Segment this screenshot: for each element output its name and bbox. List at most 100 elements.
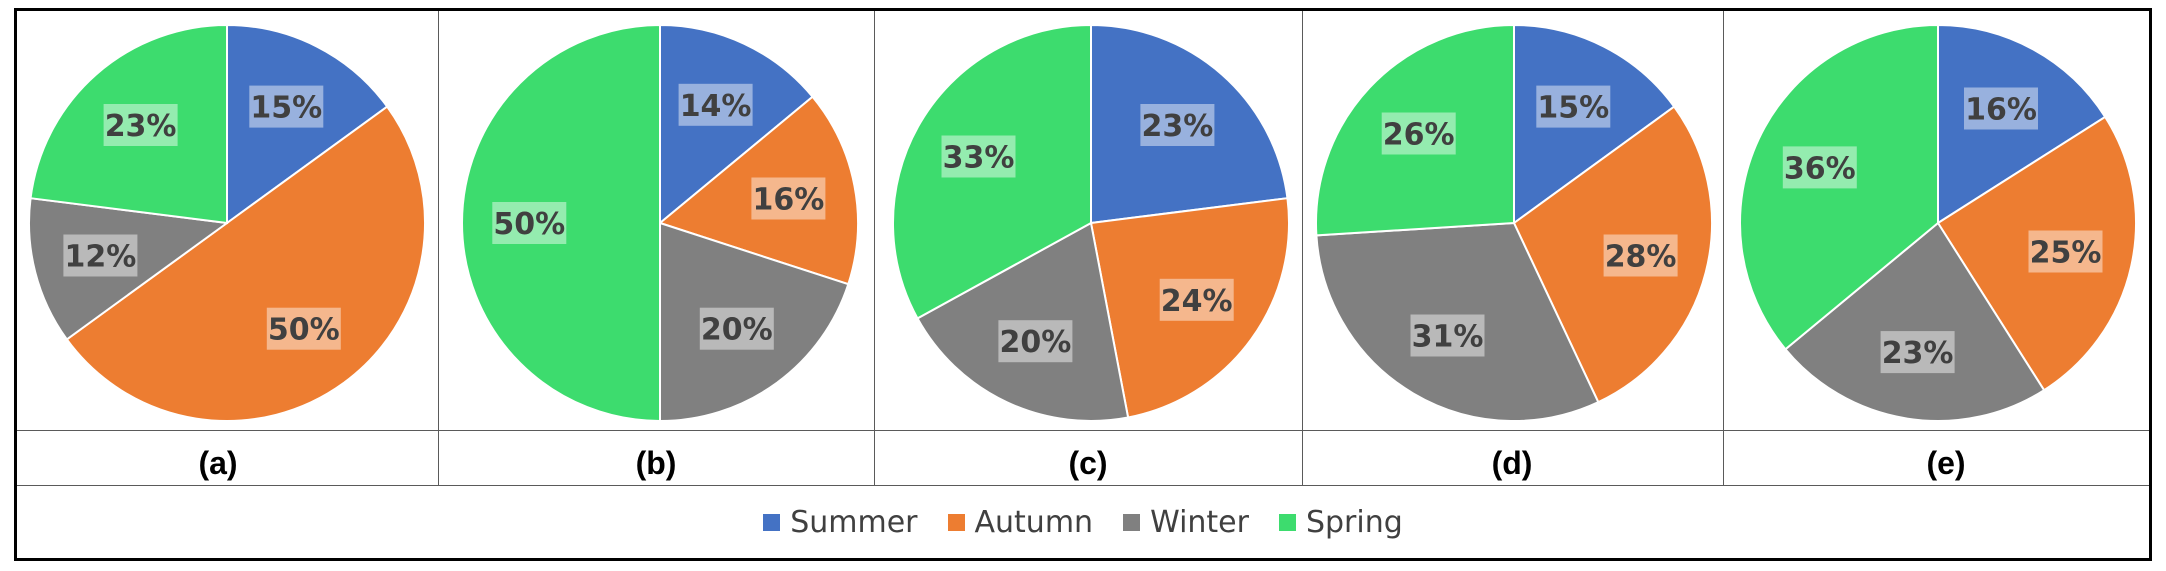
pie-b-label-summer: 14% xyxy=(678,83,753,126)
pie-c-slice-autumn xyxy=(1089,197,1290,419)
data-label-background xyxy=(1880,331,1955,374)
data-label-background xyxy=(699,307,774,350)
legend-swatch-summer xyxy=(763,513,781,531)
data-label-background xyxy=(1782,146,1857,189)
pie-b-label-winter: 20% xyxy=(699,307,774,350)
pie-e-label-autumn: 25% xyxy=(2028,230,2103,273)
data-label: 28% xyxy=(1605,240,1677,275)
data-label-background xyxy=(1381,112,1456,155)
pie-e-slice-summer xyxy=(1937,23,2107,225)
legend-label-spring: Spring xyxy=(1305,504,1403,540)
pie-d-slice-summer xyxy=(1513,23,1676,225)
legend-label-summer: Summer xyxy=(790,504,918,540)
data-label: 26% xyxy=(1383,118,1455,153)
pie-b-slice-spring xyxy=(461,23,661,423)
pie-c-slice-spring xyxy=(892,23,1092,320)
data-label-background xyxy=(63,234,138,277)
pie-a-label-autumn: 50% xyxy=(266,307,341,350)
pie-d-label-summer: 15% xyxy=(1536,85,1611,128)
panel-caption-e: (e) xyxy=(1926,445,1966,481)
pie-b-label-spring: 50% xyxy=(492,202,567,244)
legend-swatch-winter xyxy=(1123,513,1141,531)
pie-a-slice-summer xyxy=(226,23,389,225)
data-label: 25% xyxy=(2030,236,2102,271)
data-label-background xyxy=(1603,234,1678,277)
caption-row-bottom-divider xyxy=(17,485,2149,486)
legend-label-autumn: Autumn xyxy=(974,504,1094,540)
data-label-background xyxy=(249,85,324,128)
data-label-background xyxy=(266,307,341,350)
data-label: 31% xyxy=(1412,320,1484,355)
data-label-background xyxy=(998,320,1073,363)
data-label: 14% xyxy=(680,89,752,124)
pie-b-slice-summer xyxy=(659,23,814,226)
pie-c-slice-summer xyxy=(1090,23,1289,225)
pie-d-slice-spring xyxy=(1315,23,1515,237)
pie-b-slice-winter xyxy=(659,221,850,423)
panel-divider xyxy=(874,11,875,486)
legend-item-autumn: Autumn xyxy=(947,504,1094,540)
panel-caption-b: (b) xyxy=(635,445,677,481)
data-label: 36% xyxy=(1784,151,1856,186)
pie-b-label-autumn: 16% xyxy=(751,177,826,220)
data-label-background xyxy=(751,177,826,220)
legend: Summer Autumn Winter Spring xyxy=(0,497,2166,547)
data-label: 20% xyxy=(701,313,773,348)
data-label-background xyxy=(492,202,567,244)
data-label: 23% xyxy=(1141,109,1213,144)
data-label-background xyxy=(1159,278,1234,321)
pie-e-slice-winter xyxy=(1784,221,2046,422)
caption-row-top-divider xyxy=(17,430,2149,431)
data-label: 16% xyxy=(1965,93,2037,128)
panel-caption-c: (c) xyxy=(1068,445,1108,481)
pie-a-slice-winter xyxy=(28,197,230,341)
pie-a-slice-spring xyxy=(29,23,228,225)
pie-c-label-autumn: 24% xyxy=(1159,278,1234,321)
pie-d-label-spring: 26% xyxy=(1381,112,1456,155)
legend-label-winter: Winter xyxy=(1150,504,1249,540)
pie-a-label-spring: 23% xyxy=(103,104,178,146)
pie-c-label-spring: 33% xyxy=(941,135,1016,178)
data-label-background xyxy=(2028,230,2103,273)
pie-b-slice-autumn xyxy=(657,95,859,286)
data-label: 50% xyxy=(268,313,340,348)
pie-d-label-autumn: 28% xyxy=(1603,234,1678,277)
data-label: 33% xyxy=(943,141,1015,176)
data-label: 23% xyxy=(1882,336,1954,371)
legend-swatch-autumn xyxy=(947,513,965,531)
legend-swatch-spring xyxy=(1278,513,1296,531)
data-label: 15% xyxy=(250,91,322,126)
pie-d-slice-winter xyxy=(1315,221,1600,422)
pie-e-slice-autumn xyxy=(1936,115,2137,392)
data-label: 16% xyxy=(752,183,824,218)
pie-a-label-winter: 12% xyxy=(63,234,138,277)
data-label: 20% xyxy=(999,325,1071,360)
pie-d-label-winter: 31% xyxy=(1410,314,1485,357)
pie-e-label-summer: 16% xyxy=(1964,87,2038,130)
data-label-background xyxy=(1410,314,1485,357)
panel-divider xyxy=(1723,11,1724,486)
pie-e-label-winter: 23% xyxy=(1880,331,1955,374)
legend-item-summer: Summer xyxy=(763,504,918,540)
data-label-background xyxy=(678,83,753,126)
data-label: 24% xyxy=(1161,284,1233,319)
data-label: 50% xyxy=(493,207,565,242)
legend-item-winter: Winter xyxy=(1123,505,1249,540)
data-label-background xyxy=(1140,104,1215,146)
data-label: 15% xyxy=(1537,91,1609,126)
data-label: 23% xyxy=(105,109,177,144)
panel-divider xyxy=(1302,11,1303,486)
pie-a-slice-autumn xyxy=(65,105,426,422)
pie-e-slice-spring xyxy=(1739,23,1939,351)
pie-c-slice-winter xyxy=(916,221,1130,422)
pie-c-label-summer: 23% xyxy=(1140,104,1215,146)
legend-item-spring: Spring xyxy=(1278,504,1403,540)
figure-frame xyxy=(14,8,2152,561)
data-label-background xyxy=(103,104,178,146)
data-label-background xyxy=(1536,85,1611,128)
panel-divider xyxy=(438,11,439,486)
pie-e-label-spring: 36% xyxy=(1782,146,1857,189)
pie-c-label-winter: 20% xyxy=(998,320,1073,363)
panel-caption-a: (a) xyxy=(198,445,238,481)
